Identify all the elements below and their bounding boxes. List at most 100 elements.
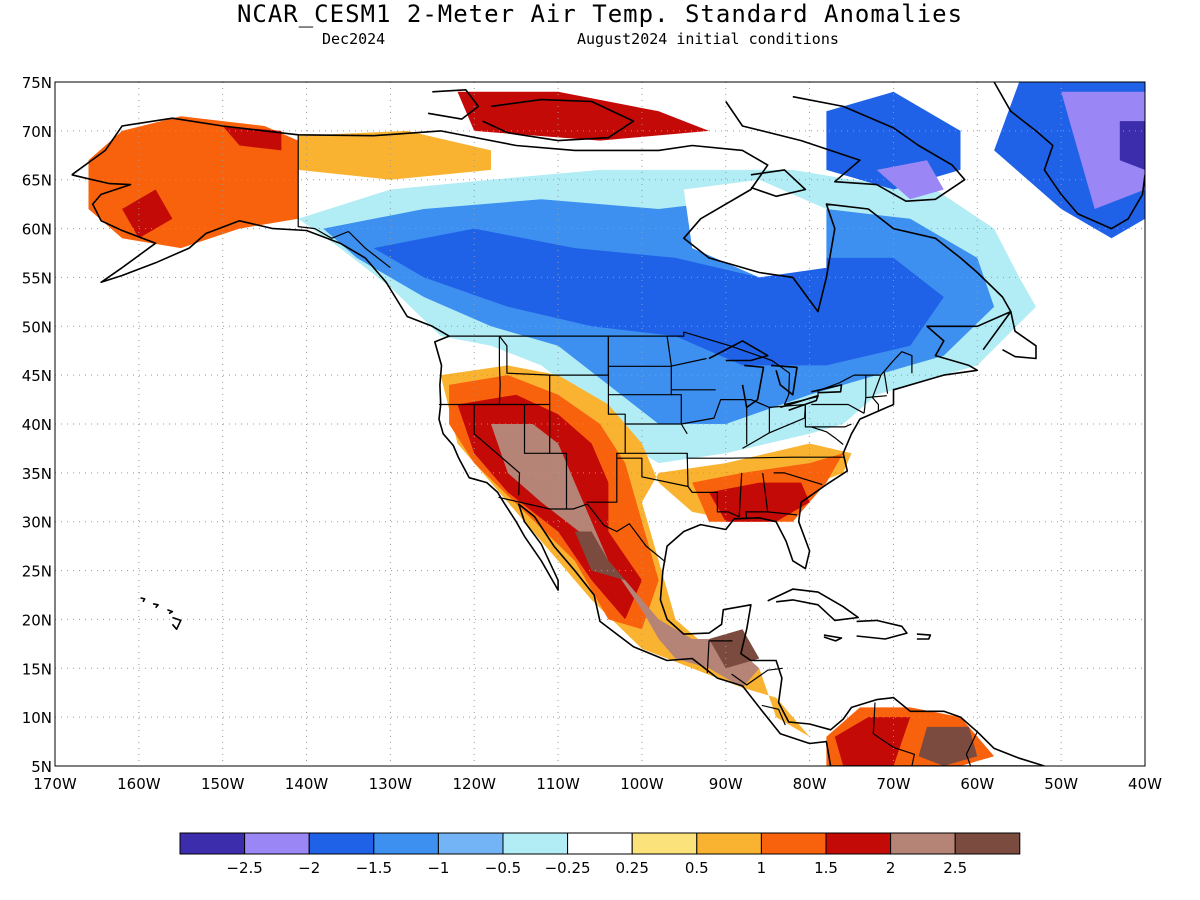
anomaly-region-baffin-cold-patch bbox=[876, 160, 944, 200]
colorbar-box bbox=[696, 832, 762, 855]
lat-tick-label: 10N bbox=[22, 709, 52, 727]
colorbar-label: 1 bbox=[757, 859, 767, 877]
lat-tick-label: 75N bbox=[22, 74, 52, 92]
lat-tick-label: 70N bbox=[22, 123, 52, 141]
anomaly-region-hudson-bay-void bbox=[683, 179, 827, 278]
coastline-greenland-coast bbox=[993, 82, 1145, 230]
colorbar-box bbox=[308, 832, 375, 855]
anomaly-region-venezuela-extreme bbox=[918, 726, 978, 766]
border-us-states-20 bbox=[745, 472, 769, 519]
border-mexico-guatemala bbox=[706, 640, 733, 674]
lat-tick-label: 50N bbox=[22, 318, 52, 336]
border-colombia-venezuela bbox=[872, 702, 916, 766]
lon-tick-label: 70W bbox=[877, 775, 911, 793]
border-alaska-yukon bbox=[297, 134, 391, 269]
border-us-states-5 bbox=[586, 336, 626, 503]
lat-tick-label: 20N bbox=[22, 611, 52, 629]
border-us-states-11 bbox=[616, 457, 740, 518]
anomaly-region-southeast-hot bbox=[709, 482, 810, 522]
anomaly-region-colombia-hot bbox=[834, 717, 911, 766]
border-us-mexico bbox=[498, 496, 666, 563]
colorbar-label: −2 bbox=[298, 859, 320, 877]
lon-tick-label: 40W bbox=[1128, 775, 1162, 793]
lon-tick-label: 150W bbox=[201, 775, 245, 793]
border-canada-us-49 bbox=[449, 331, 913, 406]
valid-month-label: Dec2024 bbox=[322, 30, 386, 48]
border-us-states-27 bbox=[871, 374, 882, 412]
colorbar-label: −0.25 bbox=[545, 859, 591, 877]
colorbar-label: −0.5 bbox=[485, 859, 521, 877]
lon-tick-label: 160W bbox=[117, 775, 161, 793]
colorbar-label: 1.5 bbox=[814, 859, 838, 877]
init-conditions-label: August2024 initial conditions bbox=[577, 30, 839, 48]
border-us-states-22 bbox=[773, 472, 823, 486]
longitude-tick-labels: 170W 160W 150W 140W 130W 120W 110W 100W 90W 80W 70… bbox=[33, 775, 1162, 793]
border-nicaragua-lines bbox=[731, 667, 783, 686]
coastline-great-lake-ontario bbox=[811, 384, 843, 394]
colorbar-boxes bbox=[179, 832, 1021, 855]
coastline-pacific-coast bbox=[71, 174, 1045, 766]
coastline-oahu bbox=[152, 603, 159, 609]
lon-tick-label: 140W bbox=[285, 775, 329, 793]
coastline-great-lake-huron bbox=[770, 364, 798, 396]
coastline-southampton-island bbox=[750, 169, 807, 198]
lon-tick-label: 110W bbox=[536, 775, 580, 793]
coastline-baffin-island bbox=[725, 95, 966, 202]
lat-tick-label: 40N bbox=[22, 416, 52, 434]
coastline-puerto-rico bbox=[916, 633, 932, 640]
coastline-maui bbox=[167, 608, 174, 615]
colorbar-box bbox=[373, 832, 439, 855]
coastline-kauai bbox=[140, 597, 146, 603]
colorbar-label: −2.5 bbox=[226, 859, 262, 877]
anomaly-region-yukon-warm bbox=[298, 130, 491, 180]
coastline-banks-island bbox=[427, 89, 480, 120]
border-us-states-3 bbox=[523, 404, 568, 509]
lon-tick-label: 170W bbox=[33, 775, 77, 793]
border-us-states-25 bbox=[811, 403, 865, 414]
colorbar-box bbox=[890, 832, 956, 855]
lat-tick-label: 30N bbox=[22, 514, 52, 532]
coastline-hawaii-big-island bbox=[171, 616, 182, 631]
border-us-states-12 bbox=[686, 453, 689, 487]
colorbar-box bbox=[631, 832, 698, 855]
anomaly-region-arctic-islands-warm bbox=[457, 91, 709, 141]
colorbar-box bbox=[437, 832, 504, 855]
coastline-newfoundland bbox=[982, 310, 1037, 360]
border-us-states-23 bbox=[804, 404, 852, 428]
colorbar-label: 0.5 bbox=[685, 859, 709, 877]
anomaly-region-southwest-extreme bbox=[491, 424, 760, 688]
lat-tick-label: 15N bbox=[22, 660, 52, 678]
lat-tick-label: 65N bbox=[22, 172, 52, 190]
anomaly-region-alaska-warm-core bbox=[122, 189, 173, 239]
lon-tick-label: 90W bbox=[709, 775, 743, 793]
lat-tick-label: 25N bbox=[22, 563, 52, 581]
border-us-states-7 bbox=[608, 336, 672, 396]
lon-tick-label: 60W bbox=[960, 775, 994, 793]
coastline-hispaniola bbox=[856, 619, 908, 640]
lat-tick-label: 45N bbox=[22, 367, 52, 385]
border-us-states-19 bbox=[738, 472, 743, 517]
anomaly-region-mexico-extreme-core bbox=[574, 531, 626, 581]
colorbar-box bbox=[502, 832, 569, 855]
colorbar-label: −1 bbox=[427, 859, 449, 877]
lon-tick-label: 120W bbox=[452, 775, 496, 793]
lon-tick-label: 100W bbox=[620, 775, 664, 793]
page-title: NCAR_CESM1 2-Meter Air Temp. Standard An… bbox=[236, 0, 964, 28]
colorbar-labels: −2.5 −2 −1.5 −1 −0.5 −0.25 0.25 0.5 1 1.5 2 2.5 bbox=[226, 859, 967, 877]
border-us-states-10 bbox=[625, 452, 844, 459]
colorbar-box bbox=[760, 832, 827, 855]
border-us-states-24 bbox=[811, 426, 844, 445]
coastline-jamaica bbox=[823, 634, 843, 642]
lon-tick-label: 80W bbox=[793, 775, 827, 793]
anomaly-region-north-slope-warm bbox=[222, 126, 282, 151]
colorbar-box bbox=[567, 832, 633, 855]
border-us-states-21 bbox=[767, 511, 798, 516]
colorbar-label: 2.5 bbox=[943, 859, 967, 877]
colorbar-box bbox=[825, 832, 892, 855]
lon-tick-label: 130W bbox=[369, 775, 413, 793]
colorbar-label: 2 bbox=[886, 859, 896, 877]
coastline-cuba bbox=[767, 588, 860, 622]
map-frame bbox=[54, 81, 1146, 767]
lat-tick-label: 35N bbox=[22, 465, 52, 483]
